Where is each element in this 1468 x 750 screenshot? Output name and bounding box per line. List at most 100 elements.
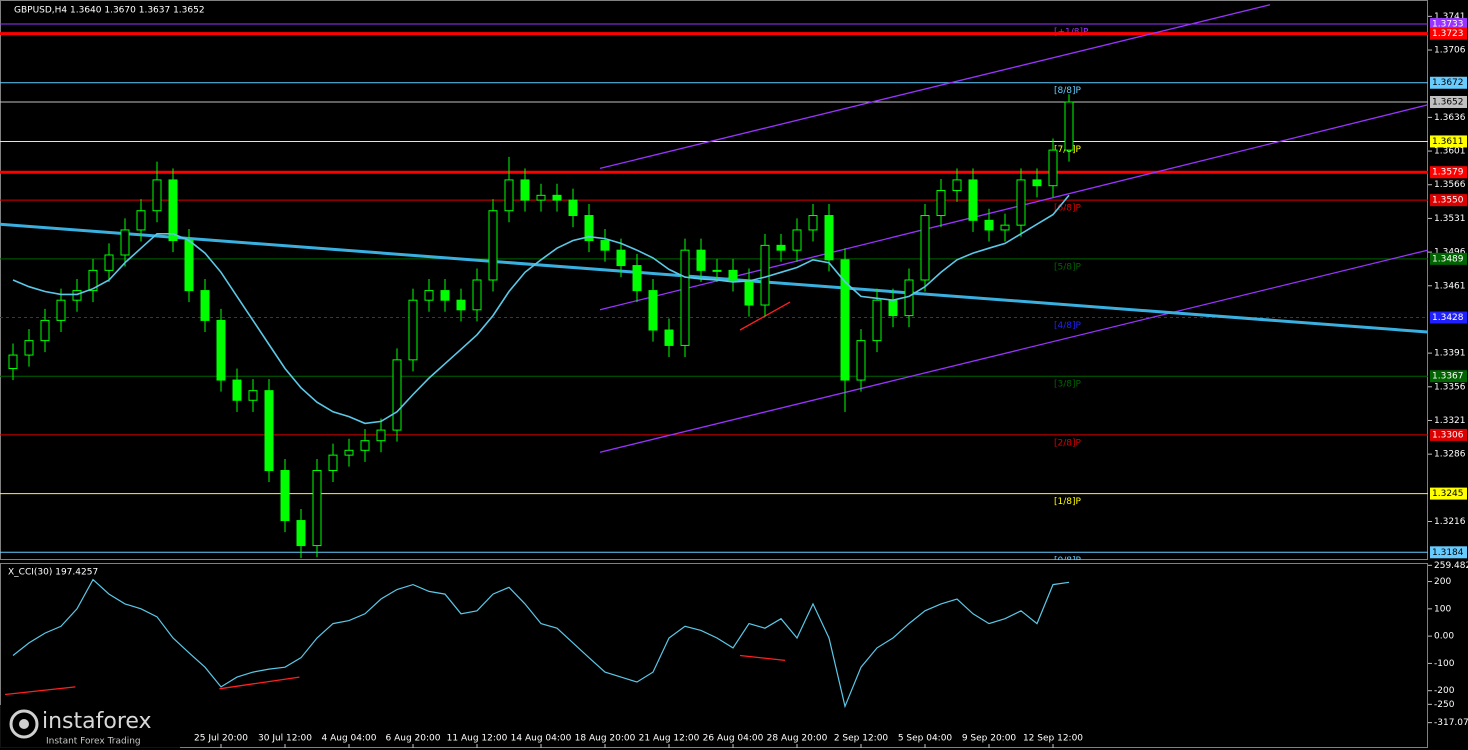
level-label: 1.3652	[1432, 97, 1464, 107]
level-box	[1430, 194, 1467, 207]
chart-title: GBPUSD,H4 1.3640 1.3670 1.3637 1.3652	[14, 6, 205, 16]
x-tick-label: 4 Aug 04:00	[322, 734, 377, 744]
candle-body	[648, 290, 658, 331]
candle-body	[88, 269, 98, 292]
y-tick-label: 1.3531	[1434, 214, 1466, 224]
candle-body	[56, 299, 66, 321]
x-tick-label: 28 Aug 20:00	[767, 734, 828, 744]
watermark-logo	[9, 709, 39, 739]
level-label: 1.3367	[1432, 372, 1464, 382]
cci-title: X_CCI(30) 197.4257	[8, 568, 98, 578]
x-tick-label: 5 Sep 04:00	[898, 734, 953, 744]
level-label: 1.3579	[1432, 168, 1464, 178]
candle-body	[680, 249, 690, 346]
watermark-tagline: Instant Forex Trading	[46, 737, 141, 747]
level-box	[1430, 546, 1467, 559]
candle-body	[40, 319, 50, 342]
level-box	[1430, 252, 1467, 265]
candle-body	[792, 229, 802, 251]
y-tick-label: 1.3216	[1434, 517, 1466, 527]
candle-body	[888, 299, 898, 317]
main-panel-frame	[0, 0, 1428, 560]
trend-line	[599, 249, 1428, 453]
level-box	[1430, 135, 1467, 148]
candle-body	[920, 215, 930, 281]
candle-body	[120, 229, 130, 256]
candle-body	[840, 259, 850, 381]
x-tick-label: 2 Sep 12:00	[834, 734, 889, 744]
y-tick-label: 1.3636	[1434, 113, 1466, 123]
candle-body	[872, 299, 882, 342]
level-label: 1.3611	[1432, 137, 1464, 147]
candle-body	[536, 194, 546, 201]
candle-body	[552, 194, 562, 201]
level-box	[1430, 95, 1467, 108]
axes: 1.3741 1.3706 1.3636 1.3601 1.3566 1.3531 1.34…	[194, 12, 1468, 748]
level-label: 1.3672	[1432, 78, 1464, 88]
level-box	[1430, 487, 1467, 500]
candle-body	[376, 429, 386, 442]
candle-body	[200, 290, 210, 321]
candle-body	[1032, 179, 1042, 187]
candle-body	[344, 449, 354, 456]
candle-body	[760, 244, 770, 306]
cci-panel-frame	[0, 563, 1428, 748]
cci-line	[12, 578, 1070, 709]
candle-body	[392, 359, 402, 431]
level-name: [5/8]P	[1054, 262, 1082, 272]
y-tick-label: 1.3286	[1434, 450, 1466, 460]
y-tick-label: -250	[1434, 700, 1455, 710]
level-name: [0/8]P	[1054, 556, 1082, 566]
trend-line	[0, 222, 1428, 334]
moving-average	[12, 194, 1070, 425]
y-tick-label: 0.00	[1434, 632, 1454, 642]
level-label: 1.3550	[1432, 196, 1464, 206]
x-tick-label: 30 Jul 12:00	[258, 734, 312, 744]
candle-body	[504, 179, 514, 212]
candle-body	[440, 290, 450, 301]
candle-body	[312, 470, 322, 547]
level-name: [1/8]P	[1054, 497, 1082, 507]
y-tick-label: 1.3741	[1434, 12, 1466, 22]
level-label: 1.3245	[1432, 489, 1464, 499]
y-tick-label: 1.3391	[1434, 349, 1466, 359]
candle-body	[296, 520, 306, 547]
level-label: 1.3723	[1432, 29, 1464, 39]
x-tick-label: 14 Aug 04:00	[511, 734, 572, 744]
candle-body	[152, 179, 162, 212]
level-label: 1.3306	[1432, 430, 1464, 440]
candle-body	[408, 299, 418, 361]
candle-body	[744, 279, 754, 306]
candle-body	[1016, 179, 1026, 226]
trend-line	[739, 654, 786, 662]
y-tick-label: 1.3566	[1434, 180, 1466, 190]
y-tick-label: 259.4821	[1434, 561, 1468, 571]
level-box	[1430, 311, 1467, 324]
y-tick-label: 1.3461	[1434, 281, 1466, 291]
candle-body	[8, 354, 18, 370]
candle-body	[248, 390, 258, 401]
candle-body	[856, 340, 866, 381]
level-label: 1.3428	[1432, 313, 1464, 323]
candle-body	[632, 265, 642, 292]
candle-body	[72, 290, 82, 301]
level-name: [4/8]P	[1054, 321, 1082, 331]
cci-panel	[4, 578, 1070, 709]
trend-line	[599, 104, 1428, 311]
level-name: [6/8]P	[1054, 204, 1082, 214]
watermark-brand: instaforex	[42, 709, 152, 734]
x-tick-label: 11 Aug 12:00	[447, 734, 508, 744]
level-box	[1430, 76, 1467, 89]
x-tick-label: 12 Sep 12:00	[1023, 734, 1083, 744]
candle-body	[696, 249, 706, 271]
y-tick-label: 200	[1434, 577, 1451, 587]
price-panel: [+1/8]P[8/8]P[7/8]P[6/8]P[5/8]P[4/8]P[3/…	[0, 4, 1428, 566]
level-name: [8/8]P	[1054, 86, 1082, 96]
level-box	[1430, 27, 1467, 40]
candle-body	[184, 240, 194, 292]
candle-body	[24, 340, 34, 356]
candle-body	[456, 299, 466, 311]
y-tick-label: 1.3321	[1434, 416, 1466, 426]
candle-body	[136, 210, 146, 231]
